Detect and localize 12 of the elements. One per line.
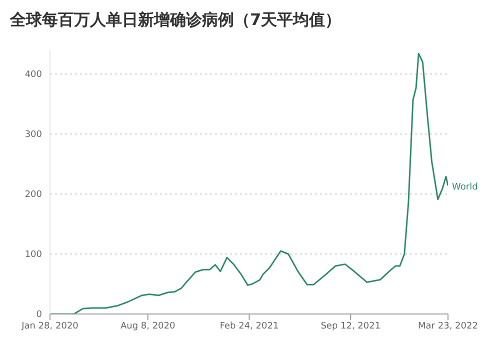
y-tick-label: 100 xyxy=(24,250,42,260)
x-tick-label: Sep 12, 2021 xyxy=(320,321,381,332)
y-tick-label: 400 xyxy=(24,70,42,80)
y-tick-label: 0 xyxy=(36,310,42,320)
y-tick-label: 200 xyxy=(24,190,42,200)
chart-title: 全球每百万人单日新增确诊病例（7天平均值） xyxy=(8,9,342,31)
x-tick-label: Mar 23, 2022 xyxy=(418,321,478,332)
y-tick-label: 300 xyxy=(24,130,42,140)
series-label: World xyxy=(452,182,478,193)
x-tick-label: Feb 24, 2021 xyxy=(220,321,279,332)
x-tick-label: Aug 8, 2020 xyxy=(120,321,176,332)
x-tick-label: Jan 28, 2020 xyxy=(20,321,79,332)
